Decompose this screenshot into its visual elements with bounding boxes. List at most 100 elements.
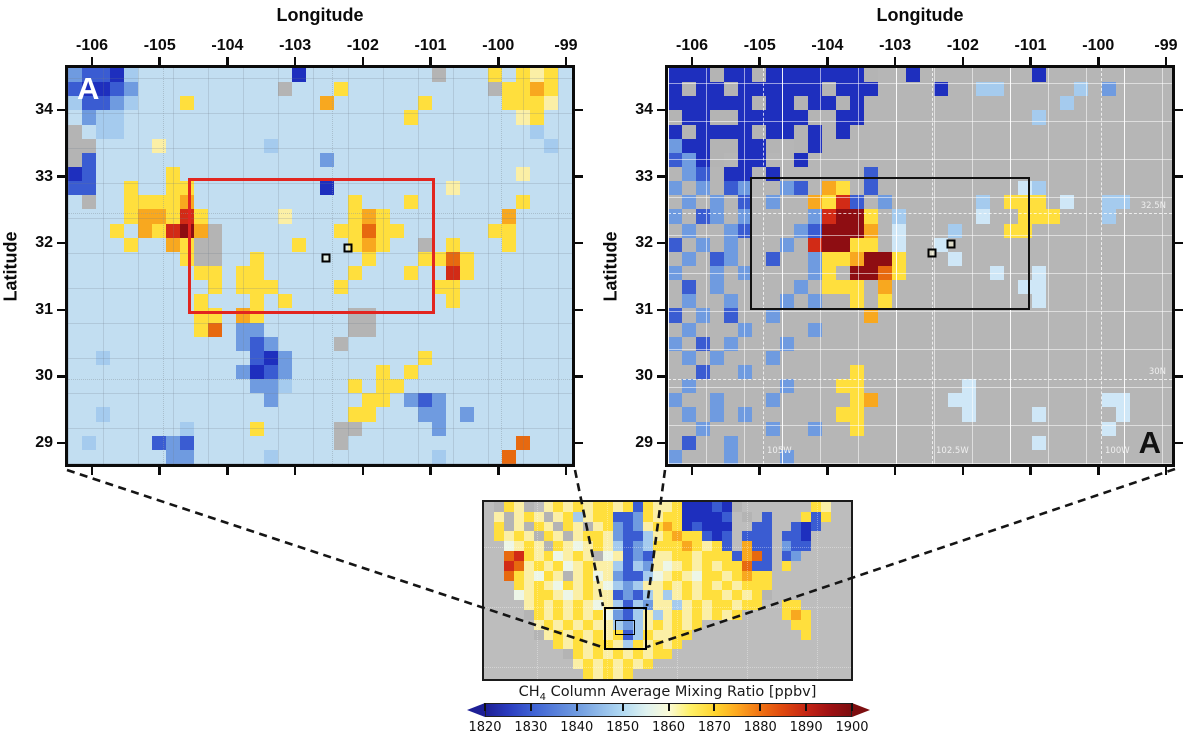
heatmap-cell xyxy=(502,280,516,294)
heatmap-cell xyxy=(752,640,762,650)
heatmap-cell xyxy=(432,125,446,139)
heatmap-cell xyxy=(850,379,864,394)
heatmap-cell xyxy=(488,266,502,280)
heatmap-cell xyxy=(682,393,696,407)
graticule-meridian-line xyxy=(163,68,164,464)
heatmap-cell xyxy=(751,600,762,611)
heatmap-cell xyxy=(712,560,723,571)
heatmap-cell xyxy=(794,308,808,322)
heatmap-cell xyxy=(780,323,794,337)
heatmap-cell xyxy=(1074,422,1088,436)
heatmap-cell xyxy=(632,610,643,620)
heatmap-cell xyxy=(558,323,572,337)
heatmap-cell xyxy=(836,96,850,111)
heatmap-cell xyxy=(362,153,376,167)
heatmap-cell xyxy=(1158,323,1172,337)
heatmap-cell xyxy=(612,511,623,522)
heatmap-cell xyxy=(794,110,808,125)
heatmap-cell xyxy=(460,181,474,195)
heatmap-cell xyxy=(1144,82,1158,96)
heatmap-cell xyxy=(306,323,320,337)
heatmap-cell xyxy=(1074,280,1088,294)
heatmap-cell xyxy=(516,82,530,97)
heatmap-cell xyxy=(1046,379,1060,393)
heatmap-cell xyxy=(110,436,124,450)
heatmap-cell xyxy=(831,590,841,600)
heatmap-cell xyxy=(962,393,976,408)
heatmap-cell xyxy=(236,280,250,295)
heatmap-cell xyxy=(404,393,418,408)
heatmap-cell xyxy=(516,280,530,294)
heatmap-cell xyxy=(731,502,742,512)
heatmap-cell xyxy=(362,407,376,422)
heatmap-cell xyxy=(334,125,348,139)
heatmap-cell xyxy=(642,560,653,571)
heatmap-cell xyxy=(780,82,794,97)
heatmap-cell xyxy=(682,435,696,450)
tick-mark xyxy=(1164,57,1168,65)
heatmap-cell xyxy=(821,571,831,581)
heatmap-cell xyxy=(502,407,516,421)
heatmap-cell xyxy=(668,167,682,181)
heatmap-cell xyxy=(166,365,180,379)
heatmap-cell xyxy=(236,139,250,153)
heatmap-cell xyxy=(533,570,544,581)
heatmap-cell xyxy=(222,82,236,96)
heatmap-cell xyxy=(513,531,524,542)
heatmap-cell xyxy=(278,125,292,139)
heatmap-cell xyxy=(306,450,320,464)
heatmap-cell xyxy=(558,379,572,393)
heatmap-cell xyxy=(1088,209,1102,223)
heatmap-cell xyxy=(1130,252,1144,266)
site-marker-square xyxy=(946,239,956,249)
heatmap-cell xyxy=(990,436,1004,450)
heatmap-cell xyxy=(264,422,278,436)
heatmap-cell xyxy=(208,351,222,365)
heatmap-cell xyxy=(278,294,292,309)
heatmap-cell xyxy=(530,294,544,308)
tick-mark xyxy=(575,308,583,312)
heatmap-cell xyxy=(801,511,812,522)
heatmap-cell xyxy=(488,323,502,337)
heatmap-cell xyxy=(822,139,836,153)
heatmap-cell xyxy=(1018,153,1032,167)
heatmap-cell xyxy=(96,407,110,422)
heatmap-cell xyxy=(68,195,82,209)
heatmap-cell xyxy=(348,139,362,153)
heatmap-cell xyxy=(502,294,516,308)
heatmap-cell xyxy=(692,580,703,591)
heatmap-cell xyxy=(152,138,166,153)
heatmap-cell xyxy=(488,68,502,83)
heatmap-cell xyxy=(390,337,404,351)
colorbar-tick-mark xyxy=(667,703,670,711)
heatmap-cell xyxy=(573,629,584,640)
x-axis-title: Longitude xyxy=(276,5,364,25)
heatmap-cell xyxy=(962,422,976,436)
heatmap-cell xyxy=(702,669,712,679)
heatmap-cell xyxy=(1088,422,1102,436)
heatmap-cell xyxy=(292,337,306,351)
heatmap-cell xyxy=(1158,337,1172,351)
heatmap-cell xyxy=(390,436,404,450)
heatmap-cell xyxy=(82,407,96,421)
heatmap-cell xyxy=(1102,323,1116,337)
heatmap-cell xyxy=(533,560,544,571)
heatmap-cell xyxy=(766,350,780,365)
heatmap-cell xyxy=(1116,393,1130,408)
heatmap-cell xyxy=(990,365,1004,379)
heatmap-cell xyxy=(553,531,564,542)
heatmap-cell xyxy=(474,181,488,195)
heatmap-cell xyxy=(446,82,460,96)
tick-mark xyxy=(226,57,229,65)
heatmap-cell xyxy=(516,238,530,252)
heatmap-cell xyxy=(831,669,841,679)
heatmap-cell xyxy=(696,308,710,323)
heatmap-cell xyxy=(460,407,474,422)
heatmap-cell xyxy=(841,512,851,522)
heatmap-cell xyxy=(990,393,1004,407)
heatmap-cell xyxy=(766,379,780,393)
heatmap-cell xyxy=(1032,110,1046,125)
heatmap-cell xyxy=(362,337,376,351)
heatmap-cell xyxy=(68,323,82,337)
